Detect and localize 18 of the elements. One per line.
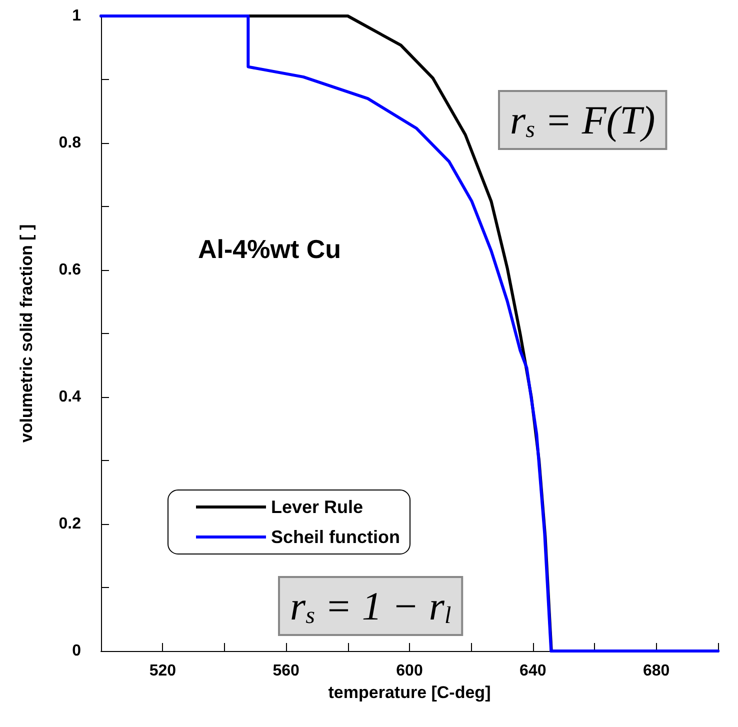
x-tick-label: 560 (272, 662, 300, 680)
legend-label: Scheil function (271, 527, 400, 547)
x-axis-title: temperature [C-deg] (328, 682, 491, 702)
y-tick-label: 0.8 (58, 134, 82, 152)
y-axis-title: volumetric solid fraction [ ] (17, 224, 36, 443)
x-tick-label: 520 (149, 662, 176, 680)
y-tick-label: 0.4 (58, 388, 82, 406)
x-tick-label: 640 (520, 662, 546, 680)
annotation: rs = 1 − rl (290, 584, 452, 629)
y-tick-label: 0 (72, 642, 82, 660)
y-tick-label: 0.6 (58, 262, 82, 278)
x-tick-label: 680 (642, 662, 670, 680)
y-tick-label: 0.2 (58, 516, 82, 532)
y-tick-label: 1 (72, 8, 82, 24)
annotation: Al-4%wt Cu (198, 234, 341, 264)
x-tick-label: 600 (396, 662, 423, 680)
legend-label: Lever Rule (271, 497, 364, 517)
annotation: rs = F(T) (510, 98, 656, 143)
